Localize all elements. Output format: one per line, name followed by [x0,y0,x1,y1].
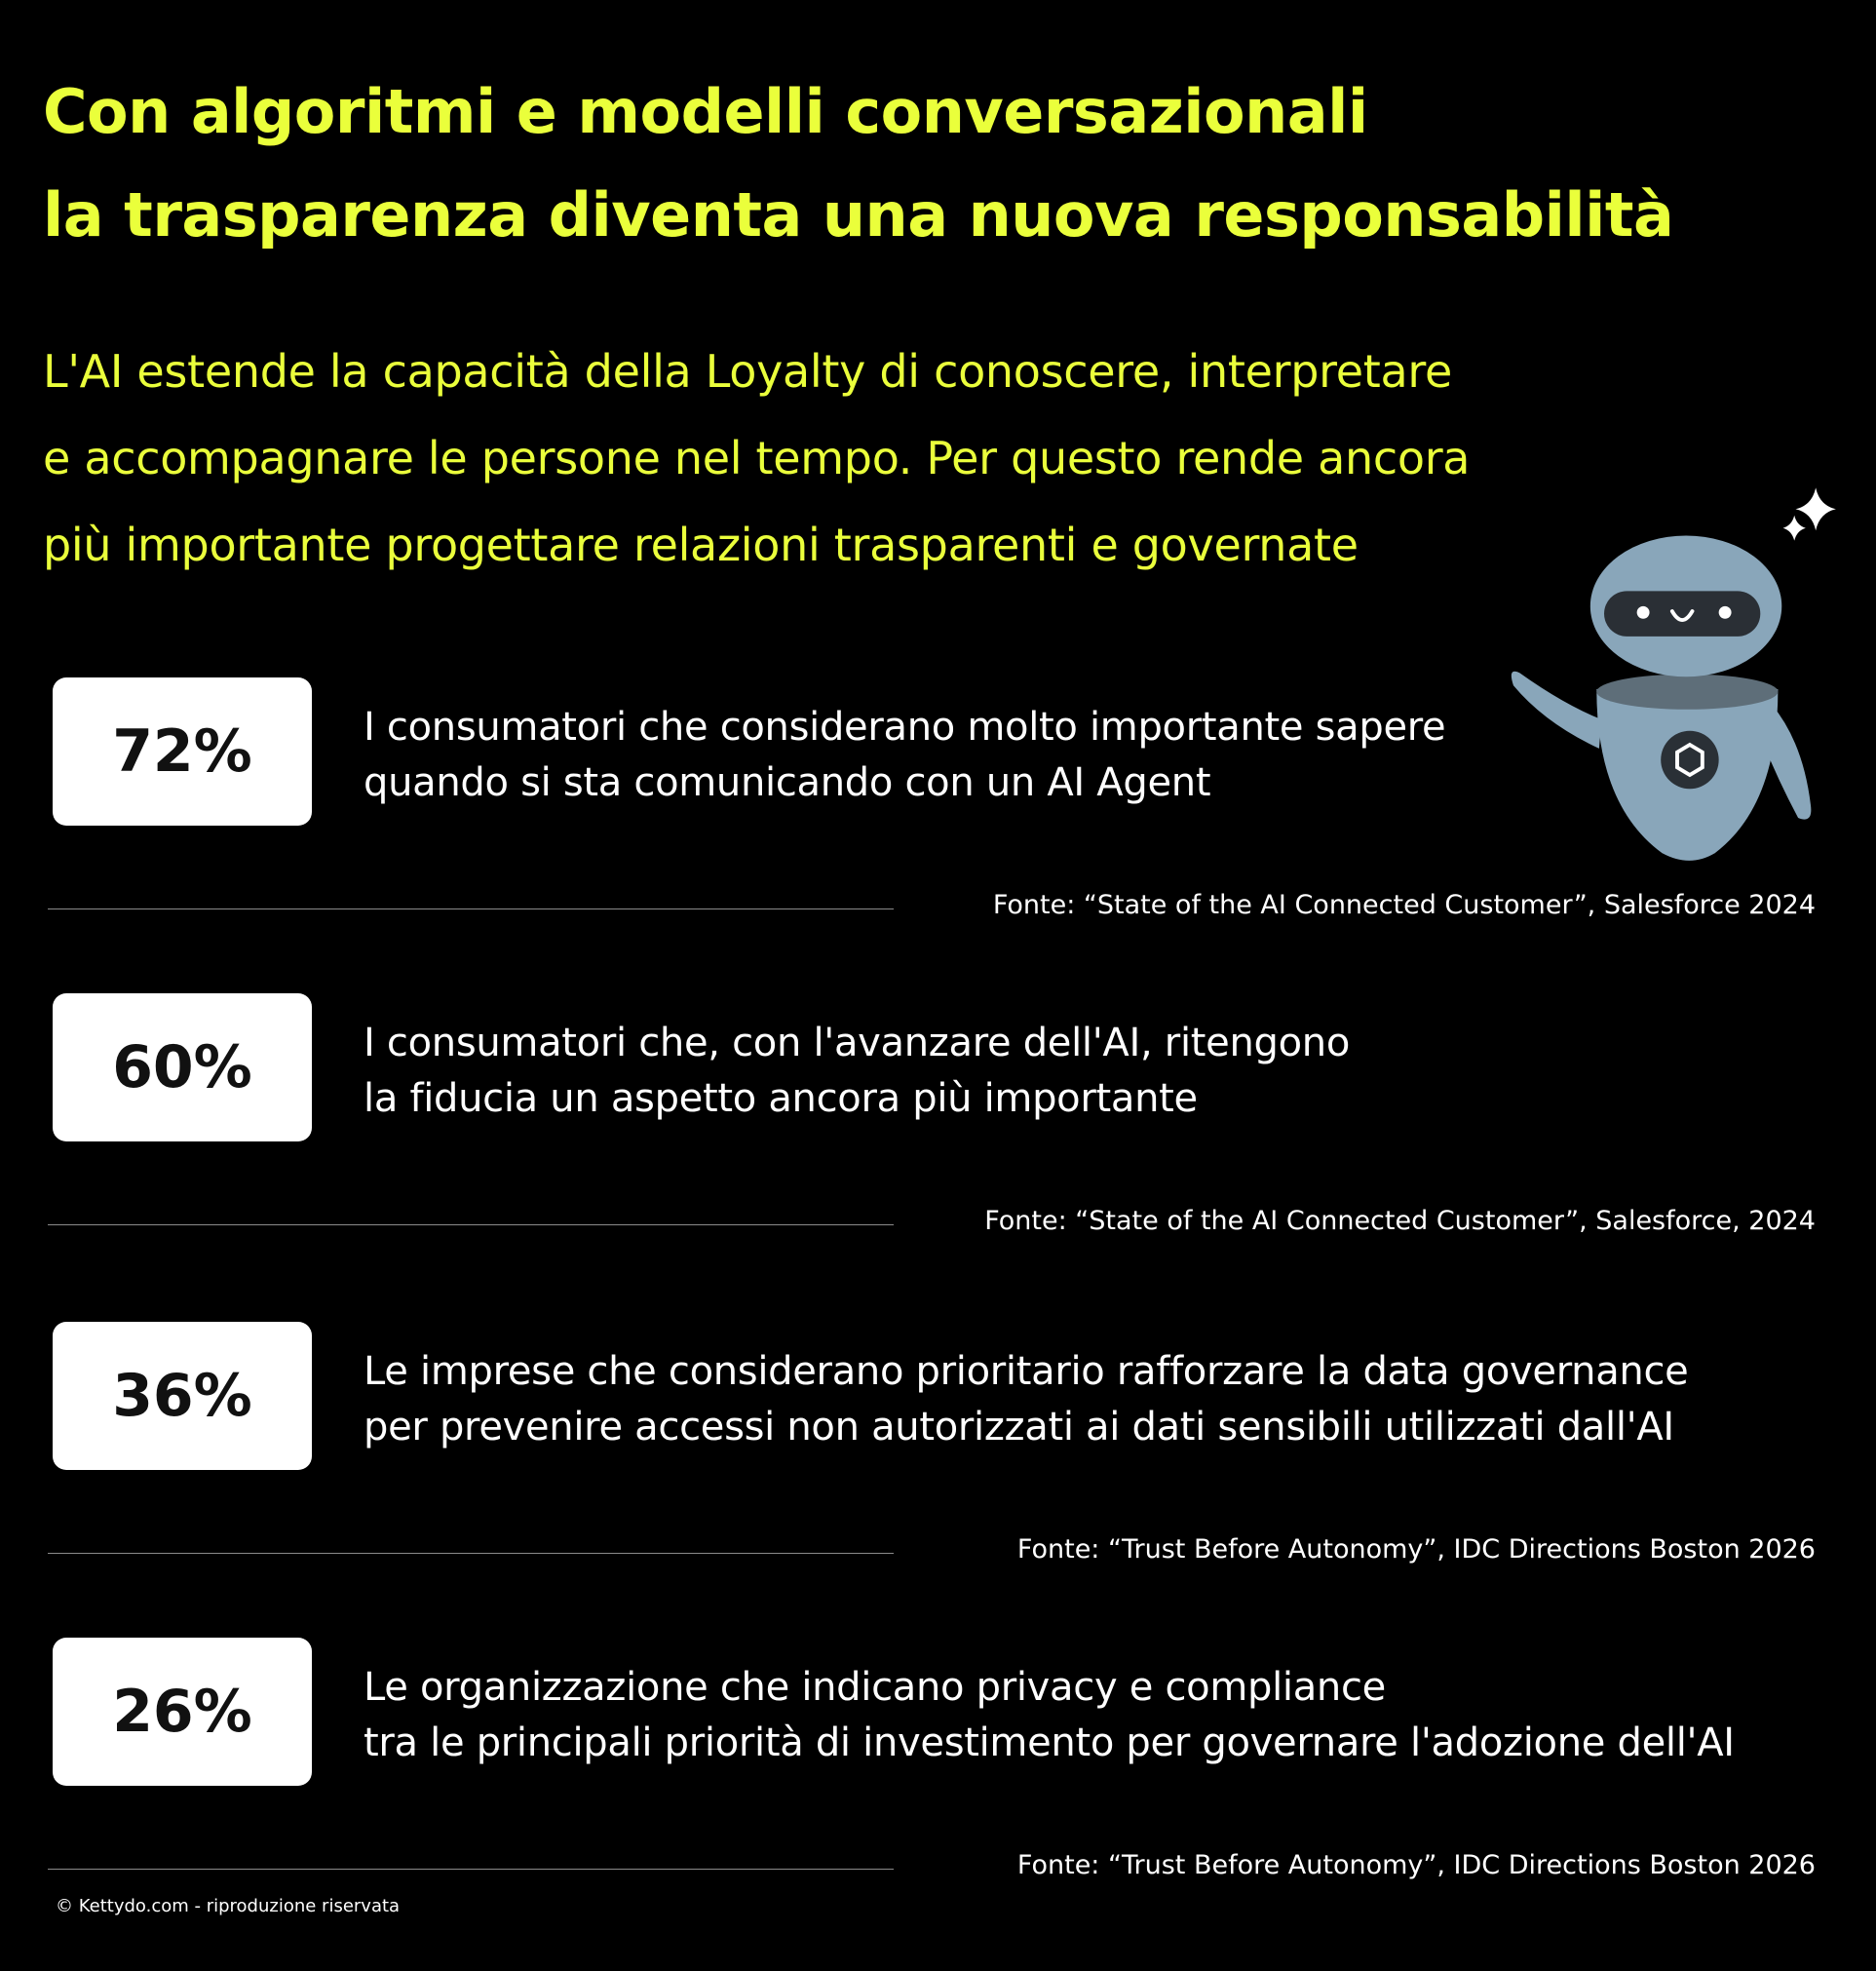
title-line: Con algoritmi e modelli conversazionali [43,76,1368,147]
stat-description: I consumatori che, con l'avanzare dell'A… [364,1021,1350,1065]
stat-source: Fonte: “State of the AI Connected Custom… [992,890,1816,920]
subtitle-line: e accompagnare le persone nel tempo. Per… [43,432,1471,484]
stat-value: 26% [53,1638,312,1786]
stat-source: Fonte: “Trust Before Autonomy”, IDC Dire… [1016,1850,1816,1880]
divider [48,1553,894,1554]
title-line: la trasparenza diventa una nuova respons… [43,179,1674,251]
stat-description: quando si sta comunicando con un AI Agen… [364,760,1211,805]
stat-source: Fonte: “State of the AI Connected Custom… [984,1206,1816,1236]
stat-value: 60% [53,993,312,1141]
stat-description: Le imprese che considerano prioritario r… [364,1349,1689,1394]
subtitle-line: L'AI estende la capacità della Loyalty d… [43,345,1452,398]
footer: © Kettydo.com - riproduzione riservata [56,1896,401,1916]
stat-value: 72% [53,677,312,826]
divider [48,1224,894,1225]
stat-description: per prevenire accessi non autorizzati ai… [364,1405,1674,1449]
stat-value: 36% [53,1322,312,1470]
robot-illustration [1511,487,1836,861]
subtitle-line: più importante progettare relazioni tras… [43,519,1359,571]
divider [48,908,894,909]
stat-description: la fiducia un aspetto ancora più importa… [364,1076,1198,1121]
stat-description: I consumatori che considerano molto impo… [364,705,1446,750]
divider [48,1869,894,1870]
stat-source: Fonte: “Trust Before Autonomy”, IDC Dire… [1016,1534,1816,1565]
stat-description: tra le principali priorità di investimen… [364,1720,1735,1765]
stat-description: Le organizzazione che indicano privacy e… [364,1665,1386,1710]
